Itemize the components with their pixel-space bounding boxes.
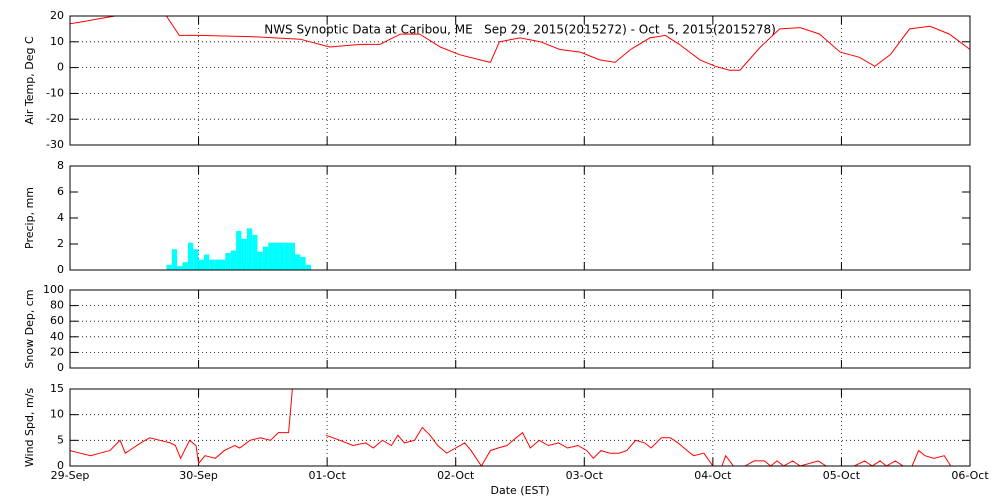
bar bbox=[193, 249, 199, 270]
y-tick-label: -10 bbox=[46, 86, 64, 99]
y-tick-label: 20 bbox=[50, 9, 64, 22]
bar bbox=[295, 254, 301, 270]
bar bbox=[257, 251, 263, 270]
bar bbox=[220, 259, 226, 270]
y-axis-label: Air Temp, Deg C bbox=[23, 36, 36, 125]
plot-frame bbox=[69, 165, 971, 271]
x-tick-label: 30-Sep bbox=[179, 469, 218, 482]
x-tick-label: 29-Sep bbox=[51, 469, 90, 482]
bar bbox=[289, 242, 295, 270]
bar bbox=[284, 242, 290, 270]
y-axis-label: Snow Dep, cm bbox=[23, 289, 36, 368]
data-line bbox=[70, 389, 970, 466]
y-axis-label: Precip, mm bbox=[23, 187, 36, 249]
y-tick-label: 0 bbox=[57, 361, 64, 374]
x-tick-label: 01-Oct bbox=[308, 469, 346, 482]
bar bbox=[177, 266, 183, 270]
bar bbox=[203, 254, 210, 270]
data-line bbox=[70, 16, 970, 71]
bar bbox=[209, 259, 215, 270]
y-tick-label: 2 bbox=[57, 237, 64, 250]
x-tick-label: 04-Oct bbox=[694, 469, 732, 482]
y-tick-label: 60 bbox=[50, 314, 64, 327]
bar bbox=[182, 262, 188, 270]
bar bbox=[225, 253, 231, 270]
bar bbox=[187, 242, 194, 270]
plot-frame bbox=[69, 15, 971, 146]
y-tick-label: 0 bbox=[57, 459, 64, 472]
bar bbox=[262, 246, 269, 270]
bar bbox=[246, 228, 253, 270]
bar bbox=[268, 242, 274, 270]
x-tick-label: 06-Oct bbox=[951, 469, 989, 482]
y-tick-label: 80 bbox=[50, 299, 64, 312]
y-tick-label: 5 bbox=[57, 433, 64, 446]
bar bbox=[236, 231, 242, 270]
bar bbox=[252, 234, 258, 270]
bar bbox=[166, 264, 172, 270]
y-tick-label: 4 bbox=[57, 211, 64, 224]
bar bbox=[241, 238, 247, 270]
y-tick-label: 40 bbox=[50, 330, 64, 343]
y-axis-label: Wind Spd, m/s bbox=[23, 388, 36, 468]
bar bbox=[230, 250, 237, 270]
bar bbox=[198, 259, 204, 270]
bar bbox=[273, 242, 279, 270]
plot-frame bbox=[69, 388, 971, 467]
x-tick-label: 02-Oct bbox=[437, 469, 475, 482]
y-tick-label: 0 bbox=[57, 61, 64, 74]
x-tick-label: 05-Oct bbox=[823, 469, 861, 482]
bar bbox=[300, 257, 306, 270]
y-tick-label: 20 bbox=[50, 345, 64, 358]
x-tick-label: 03-Oct bbox=[566, 469, 604, 482]
y-tick-label: 6 bbox=[57, 185, 64, 198]
y-tick-label: 0 bbox=[57, 263, 64, 276]
y-tick-label: -30 bbox=[46, 138, 64, 151]
plot-frame bbox=[69, 289, 971, 369]
bar bbox=[305, 264, 312, 270]
plot-area bbox=[70, 16, 970, 71]
plot-area bbox=[70, 389, 970, 466]
y-tick-label: 8 bbox=[57, 159, 64, 172]
y-tick-label: 10 bbox=[50, 408, 64, 421]
plot-area bbox=[166, 228, 312, 270]
bar bbox=[278, 242, 285, 270]
y-tick-label: 10 bbox=[50, 35, 64, 48]
chart-title: NWS Synoptic Data at Caribou, ME Sep 29,… bbox=[264, 23, 776, 37]
x-axis-label: Date (EST) bbox=[490, 484, 549, 497]
y-tick-label: 15 bbox=[50, 382, 64, 395]
y-tick-label: 100 bbox=[43, 283, 64, 296]
y-tick-label: -20 bbox=[46, 112, 64, 125]
bar bbox=[214, 259, 221, 270]
bar bbox=[171, 249, 178, 270]
